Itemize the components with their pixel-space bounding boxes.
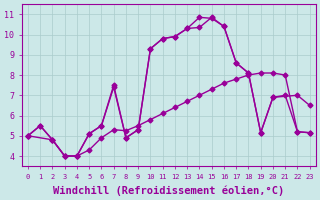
X-axis label: Windchill (Refroidissement éolien,°C): Windchill (Refroidissement éolien,°C) bbox=[53, 185, 284, 196]
